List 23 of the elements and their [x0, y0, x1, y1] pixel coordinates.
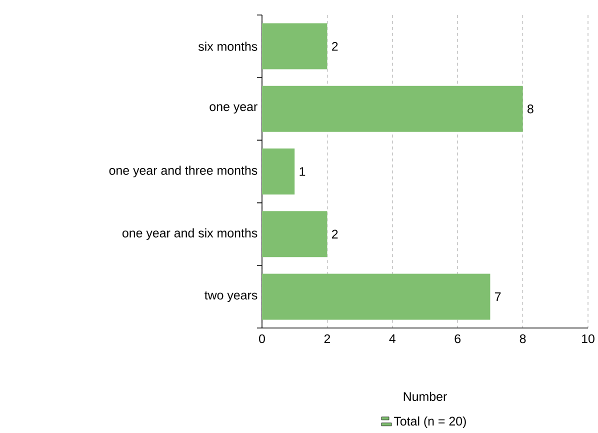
bar [262, 86, 523, 132]
x-tick-label: 10 [582, 334, 594, 344]
legend-label: Total (n = 20) [394, 416, 466, 428]
data-label: 2 [332, 42, 338, 51]
y-tick-label: one year and six months [122, 228, 258, 240]
data-label: 1 [300, 167, 306, 176]
y-tick-label: one year [210, 104, 258, 114]
x-tick-label: 2 [324, 334, 330, 344]
data-label: 2 [332, 230, 338, 238]
y-tick-label: two years [204, 291, 258, 302]
x-tick-label: 4 [389, 334, 396, 343]
bar [262, 211, 328, 258]
y-tick-label: six months [198, 42, 258, 51]
bar [262, 274, 490, 320]
x-tick-label: 6 [454, 334, 461, 344]
data-label: 8 [528, 104, 534, 114]
y-tick-label: one year and three months [109, 166, 258, 178]
x-tick-label: 0 [259, 334, 265, 344]
bar [262, 148, 295, 195]
bar [262, 23, 328, 70]
data-label: 7 [495, 292, 501, 301]
x-axis-title: Number [404, 392, 447, 401]
x-tick-label: 8 [520, 334, 526, 344]
